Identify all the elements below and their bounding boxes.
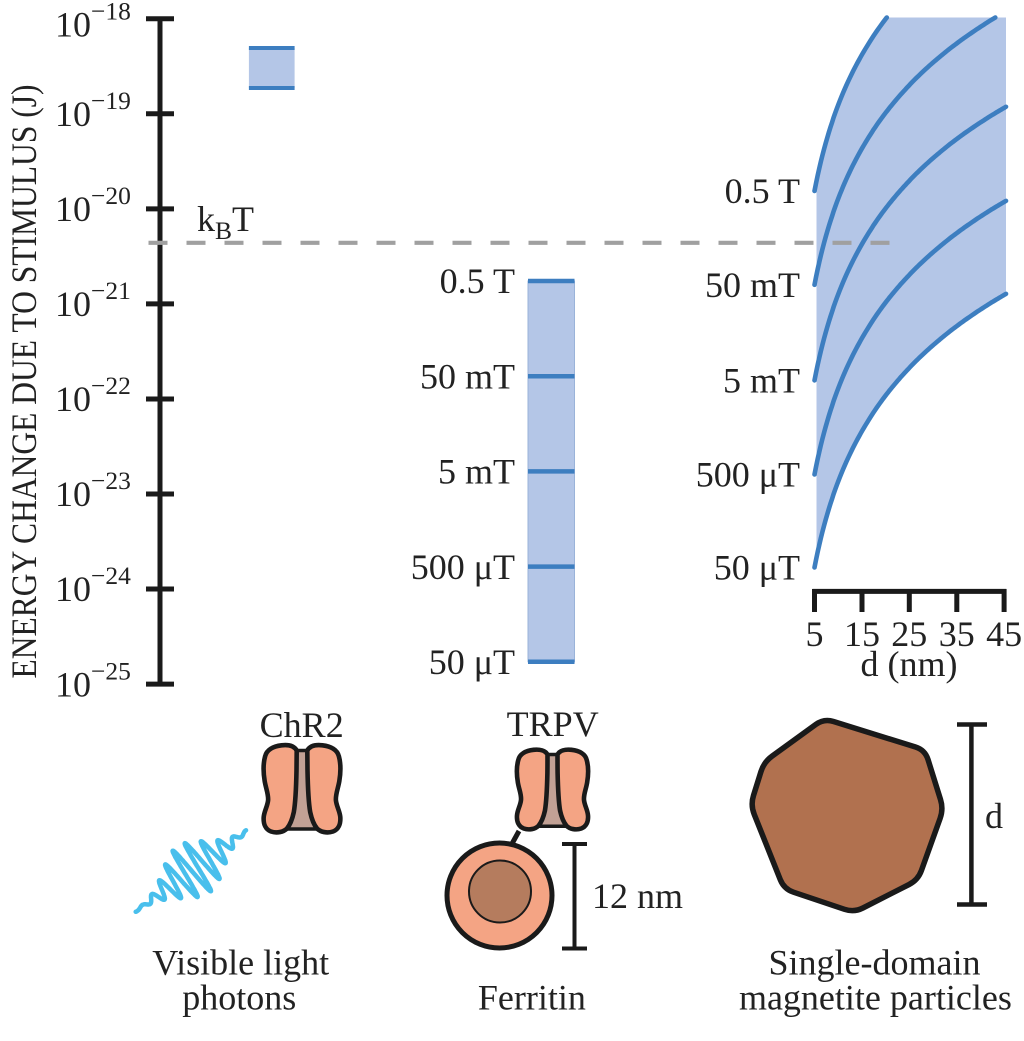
svg-text:25: 25 (891, 614, 927, 654)
svg-text:0.5 T: 0.5 T (725, 171, 800, 211)
svg-text:12 nm: 12 nm (592, 876, 683, 916)
svg-text:35: 35 (939, 614, 975, 654)
svg-text:15: 15 (844, 614, 880, 654)
svg-text:10−20: 10−20 (55, 181, 131, 229)
svg-text:d: d (985, 796, 1003, 836)
svg-text:5 mT: 5 mT (723, 361, 800, 401)
svg-text:Ferritin: Ferritin (478, 978, 586, 1018)
svg-text:5: 5 (806, 614, 824, 654)
svg-text:0.5 T: 0.5 T (440, 261, 515, 301)
svg-text:10−21: 10−21 (55, 276, 131, 324)
svg-text:d (nm): d (nm) (861, 644, 958, 684)
svg-text:500 μT: 500 μT (411, 547, 515, 587)
svg-text:10−22: 10−22 (55, 371, 131, 419)
svg-text:50 mT: 50 mT (420, 356, 515, 396)
svg-text:10−24: 10−24 (55, 561, 131, 609)
svg-text:ENERGY CHANGE DUE TO STIMULUS: ENERGY CHANGE DUE TO STIMULUS (J) (4, 85, 44, 679)
svg-text:10−23: 10−23 (55, 466, 131, 514)
svg-text:10−19: 10−19 (55, 86, 131, 134)
svg-text:50 μT: 50 μT (429, 642, 515, 682)
svg-text:ChR2: ChR2 (260, 705, 344, 745)
svg-text:10−18: 10−18 (55, 0, 131, 45)
svg-text:magnetite particles: magnetite particles (739, 978, 1012, 1018)
svg-text:10−25: 10−25 (55, 656, 131, 704)
svg-text:50 mT: 50 mT (705, 265, 800, 305)
svg-text:TRPV: TRPV (507, 704, 599, 744)
svg-text:50 μT: 50 μT (714, 548, 800, 588)
svg-text:photons: photons (182, 978, 296, 1018)
svg-text:500 μT: 500 μT (696, 455, 800, 495)
svg-text:Single-domain: Single-domain (769, 943, 981, 983)
svg-text:Visible light: Visible light (152, 943, 329, 983)
svg-text:5 mT: 5 mT (438, 452, 515, 492)
svg-text:45: 45 (986, 614, 1022, 654)
